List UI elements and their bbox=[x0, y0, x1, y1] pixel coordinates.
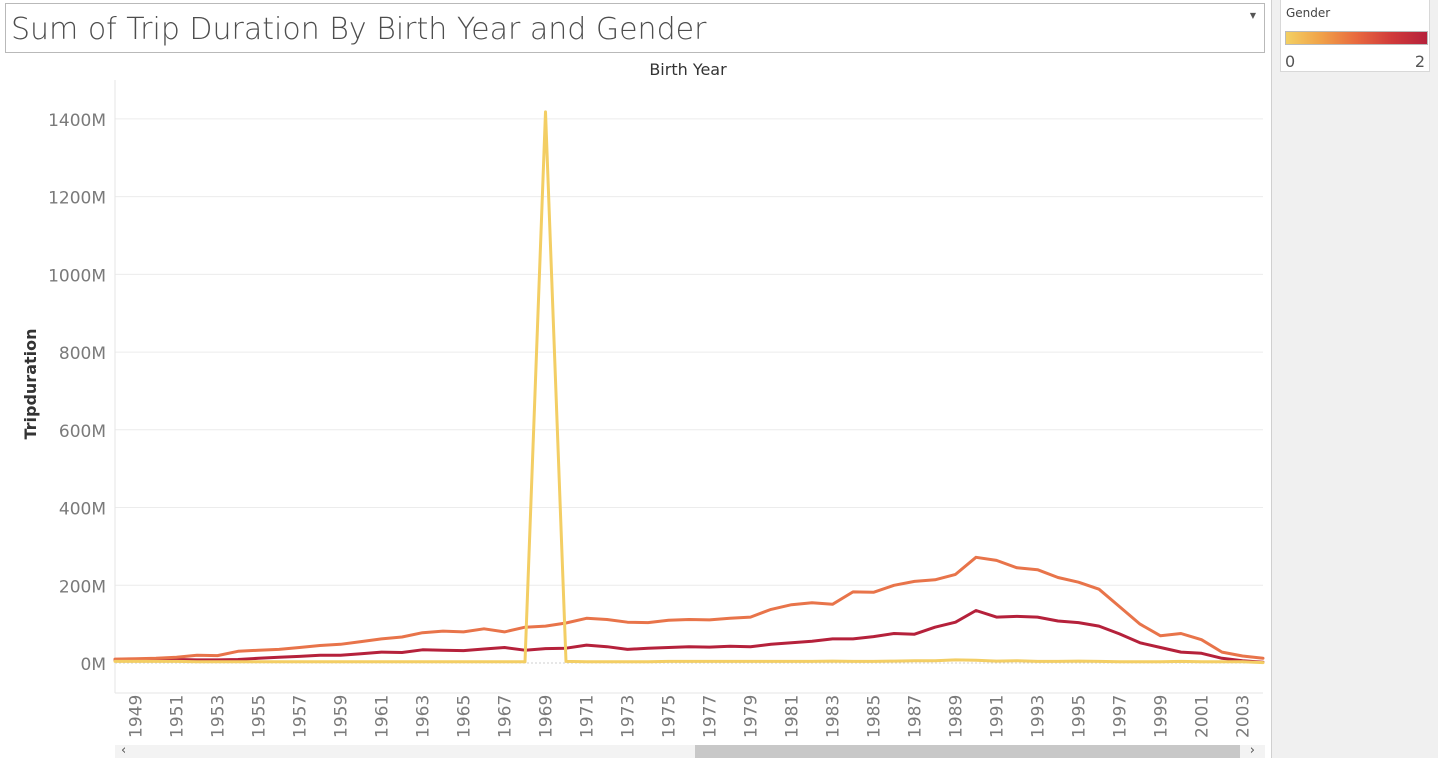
legend-min-label: 0 bbox=[1285, 52, 1296, 71]
legend-max-label: 2 bbox=[1414, 52, 1425, 71]
x-tick-label: 1993 bbox=[1029, 695, 1049, 738]
y-tick-label: 0M bbox=[81, 655, 106, 675]
y-tick-label: 200M bbox=[59, 577, 106, 597]
x-tick-label: 1963 bbox=[414, 695, 434, 738]
horizontal-scrollbar[interactable]: ‹ › bbox=[115, 743, 1265, 758]
x-tick-label: 1997 bbox=[1111, 695, 1131, 738]
legend-title: Gender bbox=[1286, 6, 1331, 20]
line-chart: 0M 200M 400M 600M 800M 1000M 1200M 1400M 1949 195… bbox=[21, 60, 1265, 738]
x-tick-label: 1995 bbox=[1070, 695, 1090, 738]
chart-title: Sum of Trip Duration By Birth Year and G… bbox=[11, 12, 707, 47]
x-tick-label: 1953 bbox=[209, 695, 229, 738]
caret-down-icon[interactable]: ▼ bbox=[1249, 11, 1256, 20]
x-tick-label: 1951 bbox=[168, 695, 188, 738]
x-axis-header: Birth Year bbox=[649, 60, 727, 79]
grid bbox=[114, 80, 1263, 694]
x-tick-label: 1955 bbox=[250, 695, 270, 738]
x-tick-label: 1999 bbox=[1152, 695, 1172, 738]
x-tick-label: 1965 bbox=[455, 695, 475, 738]
y-tick-label: 1400M bbox=[48, 111, 106, 131]
x-tick-label: 2003 bbox=[1234, 695, 1254, 738]
x-tick-label: 1959 bbox=[332, 695, 352, 738]
x-tick-label: 2001 bbox=[1193, 695, 1213, 738]
x-tick-label: 1971 bbox=[578, 695, 598, 738]
x-tick-label: 1961 bbox=[373, 695, 393, 738]
scroll-right-icon[interactable]: › bbox=[1249, 743, 1255, 758]
x-tick-label: 1967 bbox=[496, 695, 516, 738]
series-line-1 bbox=[113, 555, 1265, 661]
x-tick-label: 1973 bbox=[619, 695, 639, 738]
scroll-left-icon[interactable]: ‹ bbox=[121, 743, 127, 758]
y-tick-label: 800M bbox=[59, 344, 106, 364]
x-tick-label: 1949 bbox=[127, 695, 147, 738]
x-tick-label: 1979 bbox=[742, 695, 762, 738]
color-legend[interactable]: Gender 0 2 bbox=[1280, 0, 1430, 72]
y-axis-label: Tripduration bbox=[21, 328, 40, 439]
x-tick-label: 1989 bbox=[947, 695, 967, 738]
title-box: Sum of Trip Duration By Birth Year and G… bbox=[5, 3, 1265, 53]
series-line-2 bbox=[113, 609, 1265, 664]
x-tick-label: 1991 bbox=[988, 695, 1008, 738]
legend-gradient bbox=[1285, 31, 1428, 45]
y-tick-label: 1000M bbox=[48, 266, 106, 286]
x-tick-label: 1987 bbox=[906, 695, 926, 738]
series-lines bbox=[113, 110, 1265, 665]
x-tick-label: 1985 bbox=[865, 695, 885, 738]
x-tick-label: 1977 bbox=[701, 695, 721, 738]
right-panel: Gender 0 2 bbox=[1271, 0, 1438, 758]
x-tick-label: 1957 bbox=[291, 695, 311, 738]
y-tick-label: 1200M bbox=[48, 189, 106, 209]
scroll-thumb[interactable] bbox=[695, 745, 1240, 758]
series-line-0 bbox=[113, 110, 1265, 665]
x-tick-label: 1975 bbox=[660, 695, 680, 738]
axes: 0M 200M 400M 600M 800M 1000M 1200M 1400M 1949 195… bbox=[48, 111, 1253, 738]
x-tick-label: 1981 bbox=[783, 695, 803, 738]
y-tick-label: 600M bbox=[59, 422, 106, 442]
x-tick-label: 1969 bbox=[537, 695, 557, 738]
y-tick-label: 400M bbox=[59, 500, 106, 520]
x-tick-label: 1983 bbox=[824, 695, 844, 738]
